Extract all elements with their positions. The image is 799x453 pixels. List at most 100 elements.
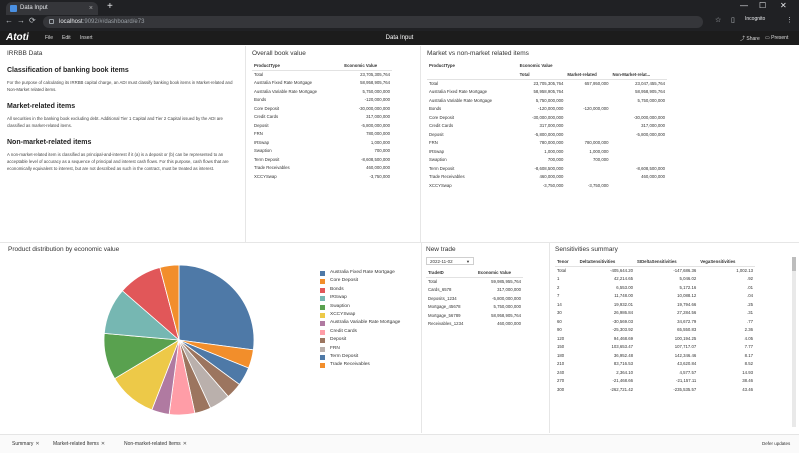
legend-item[interactable]: Trade Receivables — [320, 361, 420, 369]
site-info-icon[interactable] — [49, 19, 54, 24]
defer-updates-button[interactable]: Defer updates — [762, 441, 791, 446]
table-row[interactable]: 14 19,932.01 19,794.66 .25 — [555, 300, 755, 309]
close-icon[interactable]: ✕ — [182, 441, 187, 447]
close-icon[interactable]: ✕ — [100, 441, 106, 447]
table-row[interactable]: Swaption 700,000 700,000 — [427, 156, 667, 165]
column-header[interactable]: SIDeltaSensitivities — [635, 257, 699, 267]
table-row[interactable]: Total 23,705,305,764 657,950,000 23,047,455… — [427, 79, 667, 88]
back-icon[interactable]: ← — [5, 16, 13, 25]
table-row[interactable]: Australia Fixed Rate Mortgage 58,958,905,… — [427, 88, 667, 97]
maximize-icon[interactable]: ☐ — [759, 1, 767, 10]
table-row[interactable]: Australia Variable Rate Mortgage 5,750,00… — [427, 96, 667, 105]
table-row[interactable]: Australia Fixed Rate Mortgage 58,958,905,… — [252, 79, 392, 88]
column-header[interactable]: Economic Value — [342, 61, 392, 71]
side-panel-icon[interactable]: ▯ — [731, 17, 735, 24]
table-row[interactable]: 150 103,653.47 107,717.07 7.77 — [555, 343, 755, 352]
table-row[interactable]: Swaption 700,000 — [252, 147, 392, 156]
incognito-badge[interactable]: Incognito — [745, 16, 766, 22]
table-row[interactable]: Receivables_1234 460,000,000 — [426, 320, 523, 329]
close-icon[interactable]: ✕ — [35, 441, 40, 447]
table-row[interactable]: Australia Variable Rate Mortgage 5,750,00… — [252, 87, 392, 96]
column-header[interactable]: ProductType — [252, 61, 343, 71]
table-row[interactable]: IRSwap 1,000,000 1,000,000 — [427, 147, 667, 156]
scrollbar-thumb[interactable] — [792, 257, 796, 271]
table-row[interactable]: Cards_6578 317,000,000 — [426, 286, 523, 295]
table-row[interactable]: Bonds -120,000,000 -120,000,000 — [427, 105, 667, 114]
present-button[interactable]: ▭ Present — [765, 35, 788, 41]
table-row[interactable]: 60 -30,569.03 34,672.79 .77 — [555, 317, 755, 326]
column-header[interactable]: TradeID — [426, 268, 477, 278]
legend-item[interactable]: Bonds — [320, 286, 420, 294]
table-row[interactable]: 2 6,553.00 5,172.16 .01 — [555, 283, 755, 292]
scrollbar[interactable] — [792, 257, 796, 427]
share-button[interactable]: ⤴ Share — [740, 35, 760, 42]
forward-icon[interactable]: → — [17, 16, 25, 25]
legend-item[interactable]: Australia Variable Rate Mortgage — [320, 319, 420, 327]
table-row[interactable]: Credit Cards 317,000,000 317,000,000 — [427, 122, 667, 131]
menu-insert[interactable]: Insert — [80, 35, 93, 41]
legend-item[interactable]: Swaption — [320, 303, 420, 311]
legend-item[interactable]: FRN — [320, 345, 420, 353]
minimize-icon[interactable]: — — [740, 1, 748, 10]
legend-item[interactable]: Term Deposit — [320, 353, 420, 361]
table-row[interactable]: Trade Receivables 460,000,000 460,000,000 — [427, 173, 667, 182]
table-row[interactable]: 180 36,952.48 142,346.46 8.17 — [555, 351, 755, 360]
table-row[interactable]: Credit Cards 317,000,000 — [252, 113, 392, 122]
table-row[interactable]: Deposit -5,800,000,000 -5,800,000,000 — [427, 130, 667, 139]
table-row[interactable]: XCCYSwap -3,750,000 -3,750,000 — [427, 181, 667, 190]
table-row[interactable]: 1 42,214.65 5,046.02 .92 — [555, 275, 755, 284]
table-row[interactable]: FRN 780,000,000 780,000,000 — [427, 139, 667, 148]
bookmark-star-icon[interactable]: ☆ — [715, 17, 722, 24]
column-header[interactable]: Total — [517, 70, 566, 80]
table-row[interactable]: Deposit -5,800,000,000 — [252, 121, 392, 130]
new-tab-button[interactable]: + — [107, 1, 113, 12]
page-tab-summary[interactable]: Summary ✕ — [12, 441, 40, 447]
browser-tab[interactable]: Data Input × — [6, 2, 98, 15]
legend-item[interactable]: XCCYSwap — [320, 311, 420, 319]
table-row[interactable]: 300 -262,721.42 -235,535.57 43.46 — [555, 385, 755, 394]
table-row[interactable]: 240 2,364.10 4,577.57 14.93 — [555, 368, 755, 377]
page-tab-market-related[interactable]: Market-related Items ✕ — [53, 441, 105, 447]
table-row[interactable]: XCCYSwap -3,750,000 — [252, 172, 392, 181]
column-header[interactable]: DeltaSensitivities — [577, 257, 636, 267]
table-row[interactable]: Total 23,705,305,764 — [252, 70, 392, 79]
table-row[interactable]: Bonds -120,000,000 — [252, 96, 392, 105]
legend-item[interactable]: IRSwap — [320, 294, 420, 302]
table-row[interactable]: 30 26,986.84 27,284.56 .31 — [555, 309, 755, 318]
column-header[interactable]: Economic Value — [476, 268, 523, 278]
page-tab-non-market-related[interactable]: Non-market-related Items ✕ — [124, 441, 187, 447]
pie-slice-0[interactable] — [178, 264, 255, 351]
table-row[interactable]: Mortgage_56789 58,958,905,764 — [426, 311, 523, 320]
table-row[interactable]: Total -405,644.20 -147,686.36 1,002.13 — [555, 266, 755, 275]
close-window-icon[interactable]: ✕ — [780, 1, 787, 10]
table-row[interactable]: Term Deposit -8,608,500,000 — [252, 155, 392, 164]
table-row[interactable]: 120 94,468.69 100,194.25 4.05 — [555, 334, 755, 343]
reload-icon[interactable]: ⟳ — [29, 16, 36, 25]
column-header[interactable]: Non-Market-relat... — [610, 70, 667, 80]
table-row[interactable]: 270 -21,468.66 -21,157.11 38.46 — [555, 377, 755, 386]
table-row[interactable]: Total 59,985,955,764 — [426, 277, 523, 286]
table-row[interactable]: Core Deposit -30,000,000,000 -30,000,000,0… — [427, 113, 667, 122]
pie-slice-12[interactable] — [159, 264, 180, 341]
column-header[interactable]: ProductType — [429, 63, 455, 68]
table-row[interactable]: 210 83,716.53 43,620.84 8.52 — [555, 360, 755, 369]
table-row[interactable]: IRSwap 1,000,000 — [252, 138, 392, 147]
table-row[interactable]: Trade Receivables 460,000,000 — [252, 164, 392, 173]
table-row[interactable]: Core Deposit -30,000,000,000 — [252, 104, 392, 113]
legend-item[interactable]: Credit Cards — [320, 328, 420, 336]
address-bar[interactable]: localhost:9092/#/dashboard/e73 — [43, 16, 703, 28]
table-row[interactable]: 7 11,748.00 10,088.12 .04 — [555, 292, 755, 301]
legend-item[interactable]: Australia Fixed Rate Mortgage — [320, 269, 420, 277]
browser-menu-icon[interactable]: ⋮ — [786, 17, 793, 24]
legend-item[interactable]: Core Deposit — [320, 277, 420, 285]
table-row[interactable]: Deposits_1234 -5,800,000,000 — [426, 294, 523, 303]
table-row[interactable]: Mortgage_45678 5,750,000,000 — [426, 303, 523, 312]
table-row[interactable]: Term Deposit -8,608,500,000 -8,608,500,000 — [427, 164, 667, 173]
column-header[interactable]: Economic Value — [519, 63, 553, 68]
table-row[interactable]: FRN 780,000,000 — [252, 130, 392, 139]
legend-item[interactable]: Deposit — [320, 336, 420, 344]
menu-file[interactable]: File — [45, 35, 54, 41]
tab-close-icon[interactable]: × — [88, 5, 93, 12]
date-select[interactable]: 2022-11-02 ▼ — [426, 257, 474, 265]
column-header[interactable]: VegaSensitivities — [698, 257, 755, 267]
